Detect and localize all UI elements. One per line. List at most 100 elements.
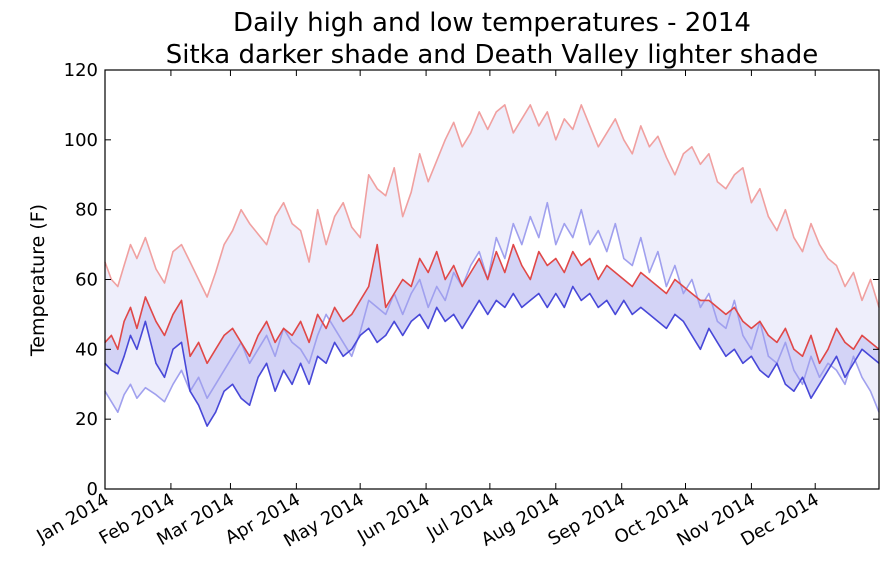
sitka-high-point bbox=[810, 334, 812, 336]
sitka-low-point bbox=[716, 341, 719, 343]
sitka-low-point bbox=[691, 334, 693, 336]
sitka-high-point bbox=[742, 320, 744, 322]
sitka-high-point bbox=[801, 355, 804, 357]
death-valley-high-point bbox=[478, 111, 480, 113]
sitka-low-point bbox=[427, 327, 429, 329]
death-valley-high-point bbox=[376, 188, 378, 190]
y-tick-label: 120 bbox=[64, 60, 98, 81]
sitka-high-point bbox=[419, 257, 421, 260]
sitka-low-point bbox=[215, 411, 217, 413]
death-valley-high-point bbox=[249, 223, 251, 225]
sitka-low-point bbox=[402, 334, 404, 336]
sitka-high-point bbox=[818, 362, 821, 364]
sitka-high-point bbox=[487, 278, 489, 281]
death-valley-low-point bbox=[614, 223, 616, 225]
sitka-low-point bbox=[759, 369, 761, 371]
sitka-high-point bbox=[461, 285, 463, 288]
sitka-low-point bbox=[129, 334, 132, 336]
sitka-low-point bbox=[110, 369, 112, 371]
death-valley-high-point bbox=[436, 160, 438, 162]
sitka-high-point bbox=[172, 313, 174, 315]
sitka-low-point bbox=[232, 383, 234, 385]
y-tick-label: 0 bbox=[87, 479, 98, 500]
death-valley-high-point bbox=[631, 153, 633, 155]
sitka-low-point bbox=[844, 376, 846, 378]
death-valley-high-point bbox=[563, 118, 565, 120]
sitka-high-point bbox=[129, 306, 132, 308]
death-valley-high-point bbox=[385, 195, 387, 197]
death-valley-low-point bbox=[699, 306, 702, 308]
death-valley-high-point bbox=[852, 271, 855, 274]
sitka-high-point bbox=[393, 292, 395, 295]
sitka-high-point bbox=[189, 355, 191, 357]
sitka-high-point bbox=[117, 348, 119, 350]
sitka-high-point bbox=[427, 271, 429, 274]
death-valley-low-point bbox=[215, 383, 217, 385]
sitka-high-point bbox=[546, 264, 548, 267]
sitka-high-point bbox=[334, 306, 336, 308]
y-tick-label: 80 bbox=[75, 200, 98, 221]
death-valley-high-point bbox=[784, 209, 787, 211]
sitka-high-point bbox=[410, 285, 412, 288]
sitka-high-point bbox=[784, 327, 787, 329]
sitka-high-point bbox=[180, 299, 183, 301]
sitka-low-point bbox=[810, 397, 812, 399]
death-valley-low-point bbox=[597, 230, 599, 232]
sitka-low-point bbox=[640, 306, 642, 308]
death-valley-low-point bbox=[419, 278, 421, 281]
death-valley-high-point bbox=[827, 257, 829, 260]
sitka-high-point bbox=[351, 313, 353, 315]
death-valley-high-point bbox=[665, 156, 668, 158]
sitka-low-point bbox=[266, 362, 268, 364]
death-valley-low-point bbox=[249, 362, 251, 364]
death-valley-low-point bbox=[359, 331, 361, 333]
death-valley-high-point bbox=[725, 188, 727, 190]
death-valley-low-point bbox=[733, 299, 736, 301]
death-valley-high-point bbox=[206, 296, 208, 298]
sitka-low-point bbox=[742, 362, 744, 364]
sitka-low-point bbox=[725, 355, 727, 357]
death-valley-low-point bbox=[750, 348, 753, 350]
death-valley-high-point bbox=[640, 125, 642, 127]
sitka-low-point bbox=[334, 341, 336, 343]
sitka-high-point bbox=[470, 271, 472, 274]
sitka-low-point bbox=[163, 376, 166, 378]
death-valley-low-point bbox=[308, 362, 310, 364]
sitka-high-point bbox=[198, 341, 200, 343]
sitka-high-point bbox=[308, 341, 310, 343]
sitka-high-point bbox=[665, 292, 668, 295]
death-valley-low-point bbox=[691, 278, 693, 281]
sitka-high-point bbox=[223, 334, 225, 336]
death-valley-low-point bbox=[844, 383, 846, 385]
sitka-high-point bbox=[521, 264, 523, 267]
death-valley-low-point bbox=[767, 355, 770, 357]
death-valley-low-point bbox=[334, 327, 336, 329]
sitka-low-point bbox=[283, 369, 285, 371]
death-valley-low-point bbox=[410, 292, 412, 295]
death-valley-low-point bbox=[504, 257, 506, 260]
sitka-high-point bbox=[708, 299, 710, 301]
sitka-low-point bbox=[538, 292, 540, 295]
sitka-high-point bbox=[869, 341, 872, 343]
sitka-high-point bbox=[631, 285, 633, 288]
death-valley-low-point bbox=[818, 376, 821, 378]
sitka-low-point bbox=[589, 292, 591, 295]
sitka-high-point bbox=[123, 320, 125, 322]
sitka-low-point bbox=[368, 327, 370, 329]
sitka-high-point bbox=[325, 327, 327, 329]
sitka-low-point bbox=[436, 306, 438, 308]
death-valley-low-point bbox=[123, 394, 125, 396]
sitka-low-point bbox=[144, 320, 146, 322]
death-valley-high-point bbox=[461, 146, 463, 148]
sitka-low-point bbox=[257, 376, 259, 378]
death-valley-high-point bbox=[470, 132, 472, 134]
death-valley-low-point bbox=[538, 237, 540, 239]
death-valley-low-point bbox=[725, 327, 727, 329]
death-valley-high-point bbox=[648, 146, 651, 148]
death-valley-low-point bbox=[793, 369, 795, 371]
death-valley-high-point bbox=[266, 244, 268, 246]
death-valley-low-point bbox=[402, 313, 404, 315]
sitka-low-point bbox=[189, 390, 191, 392]
sitka-high-point bbox=[580, 264, 582, 267]
death-valley-low-point bbox=[376, 306, 378, 308]
